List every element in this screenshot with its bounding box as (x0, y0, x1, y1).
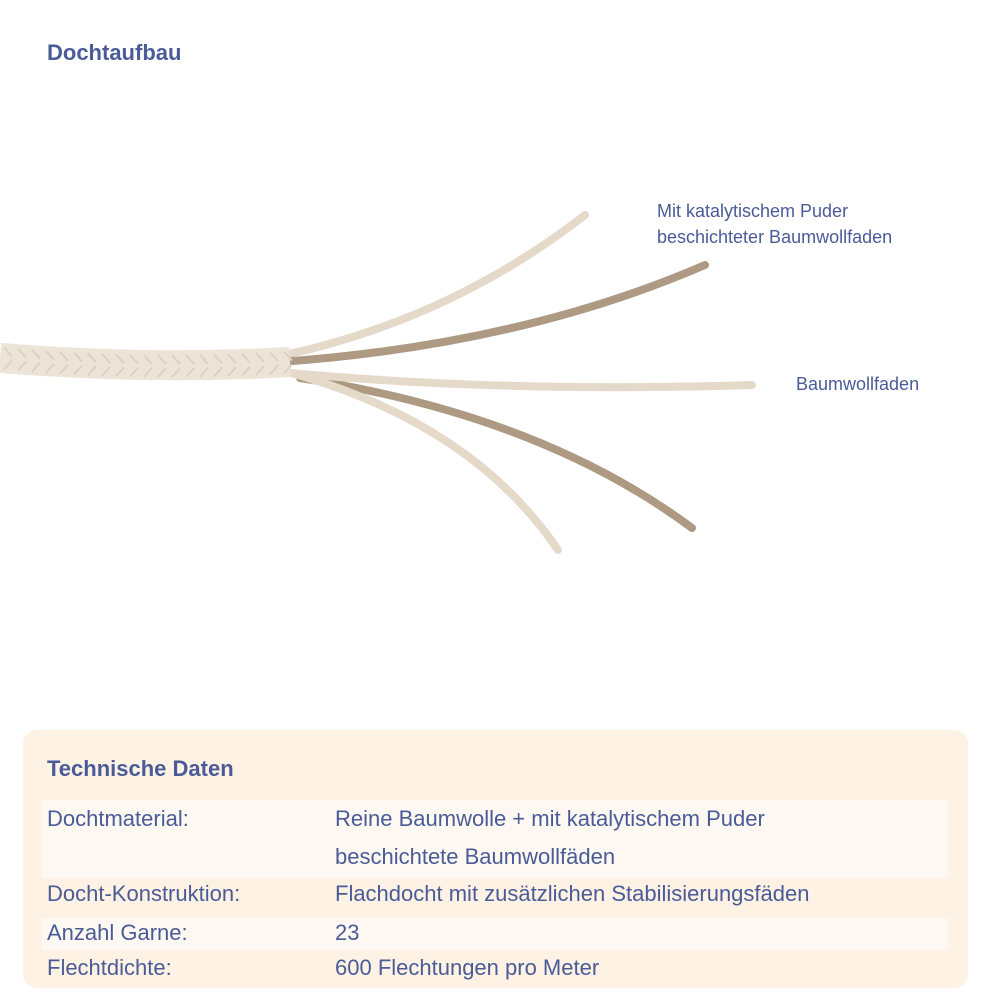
braid-stitch (3, 346, 13, 371)
spec-key: Flechtdichte: (47, 955, 172, 980)
braid-stitch (115, 353, 125, 378)
spec-value: Reine Baumwolle + mit katalytischem Pude… (335, 806, 765, 831)
label-line: beschichteter Baumwollfaden (657, 227, 893, 247)
spec-row: Dochtmaterial: Reine Baumwolle + mit kat… (42, 800, 948, 878)
braided-wick (0, 343, 291, 381)
braid-stitch (31, 349, 41, 373)
braid-stitch (171, 354, 181, 378)
tech-specs-panel: Technische Daten Dochtmaterial: Reine Ba… (23, 730, 968, 988)
page-title: Dochtaufbau (47, 40, 182, 65)
coated-thread (276, 261, 709, 366)
label-line: Mit katalytischem Puder (657, 201, 849, 221)
coated-thread (296, 374, 696, 532)
spec-value: Flachdocht mit zusätzlichen Stabilisieru… (335, 881, 810, 906)
spec-key: Dochtmaterial: (47, 806, 189, 831)
cotton-thread (276, 211, 589, 360)
braid-stitch (283, 350, 293, 375)
spec-row: Flechtdichte: 600 Flechtungen pro Meter (42, 952, 948, 986)
braid-stitch (255, 352, 265, 376)
braid-stitch (87, 352, 97, 376)
braid-stitch (199, 354, 209, 378)
spec-row: Docht-Konstruktion: Flachdocht mit zusät… (42, 878, 948, 918)
spec-value: 600 Flechtungen pro Meter (335, 955, 600, 980)
spec-key: Docht-Konstruktion: (47, 881, 241, 906)
braid-stitch (101, 353, 111, 377)
braid-stitch (157, 354, 167, 378)
spec-value: 23 (335, 920, 360, 945)
braid-stitch (17, 347, 27, 372)
spec-value: beschichtete Baumwollfäden (335, 844, 616, 869)
cotton-thread (276, 366, 562, 554)
braid-stitch (213, 353, 223, 378)
braid-stitch (59, 351, 69, 375)
cotton-thread (276, 368, 756, 392)
label-cotton-thread: Baumwollfaden (796, 374, 920, 394)
braid-stitch (227, 353, 237, 377)
braid-pattern (3, 346, 293, 378)
braid-stitch (129, 354, 139, 378)
label-coated-thread: Mit katalytischem Puder beschichteter Ba… (657, 198, 892, 250)
wick-diagram (0, 211, 756, 554)
braid-stitch (269, 351, 279, 375)
braid-stitch (185, 354, 195, 378)
braid-stitch (45, 350, 55, 374)
spec-row: Anzahl Garne: 23 (42, 918, 948, 950)
specs-title: Technische Daten (47, 756, 234, 781)
spec-key: Anzahl Garne: (47, 920, 188, 945)
braid-stitch (241, 352, 251, 377)
braid-stitch (143, 354, 153, 378)
braid-stitch (73, 351, 83, 376)
